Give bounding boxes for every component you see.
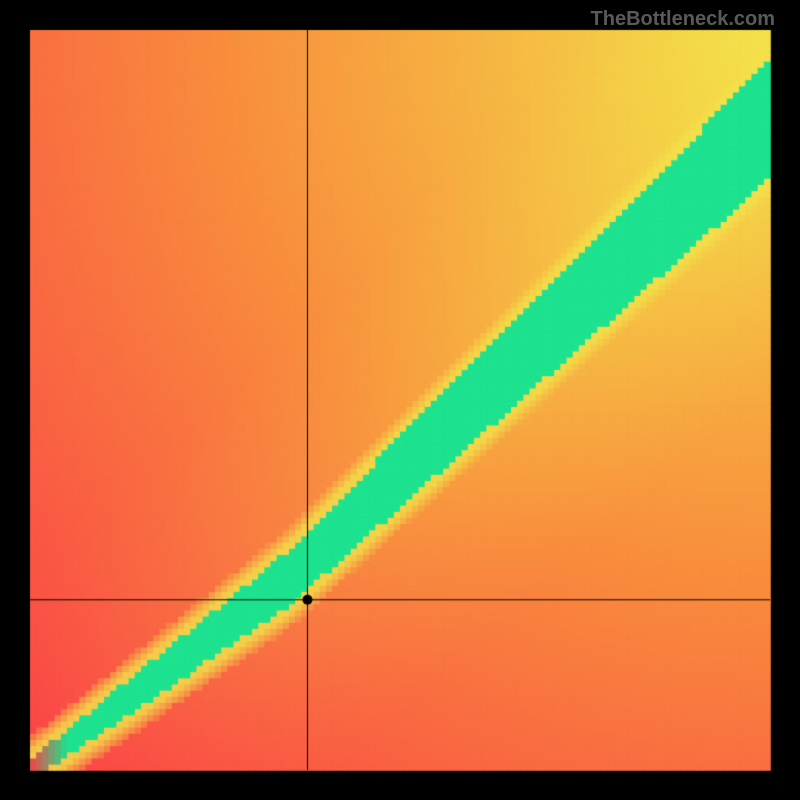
bottleneck-heatmap (0, 0, 800, 800)
chart-container: TheBottleneck.com (0, 0, 800, 800)
watermark-text: TheBottleneck.com (591, 8, 775, 31)
